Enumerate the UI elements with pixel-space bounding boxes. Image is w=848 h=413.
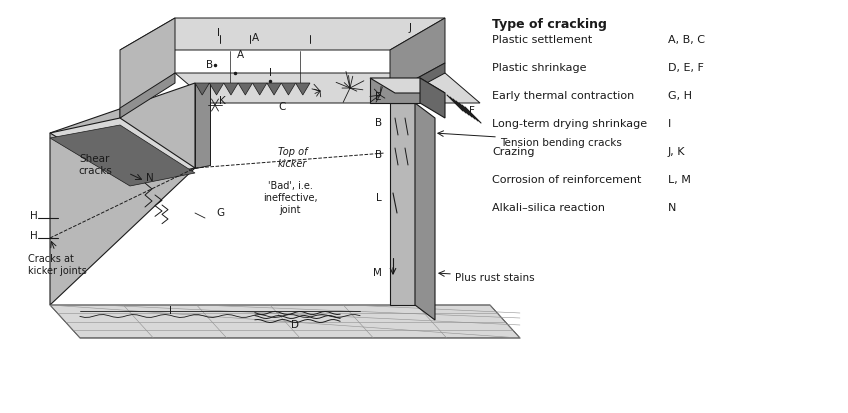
Polygon shape (390, 18, 445, 93)
Polygon shape (175, 73, 480, 103)
Text: G, H: G, H (668, 91, 692, 101)
Text: B: B (375, 118, 382, 128)
Text: D, E, F: D, E, F (668, 63, 704, 73)
Text: Plastic settlement: Plastic settlement (492, 35, 592, 45)
Polygon shape (415, 103, 435, 320)
Text: Shear
cracks: Shear cracks (78, 154, 112, 176)
Text: J, K: J, K (668, 147, 685, 157)
Text: B: B (206, 60, 214, 70)
Polygon shape (120, 73, 175, 118)
Polygon shape (50, 83, 195, 305)
Polygon shape (195, 83, 209, 95)
Polygon shape (282, 83, 296, 95)
Polygon shape (209, 83, 224, 95)
Text: N: N (146, 173, 153, 183)
Text: K: K (219, 96, 226, 106)
Text: A, B, C: A, B, C (668, 35, 705, 45)
Polygon shape (120, 18, 445, 50)
Polygon shape (296, 83, 310, 95)
Text: Tension bending cracks: Tension bending cracks (500, 138, 622, 148)
Text: A: A (237, 50, 243, 60)
Text: B: B (375, 150, 382, 160)
Text: Crazing: Crazing (492, 147, 534, 157)
Text: I: I (216, 28, 220, 38)
Polygon shape (50, 125, 195, 186)
Polygon shape (224, 83, 238, 95)
Polygon shape (120, 18, 175, 118)
Text: Plus rust stains: Plus rust stains (455, 273, 534, 283)
Text: C: C (278, 102, 286, 112)
Polygon shape (370, 78, 420, 103)
Text: Long-term drying shrinkage: Long-term drying shrinkage (492, 119, 647, 129)
Text: Alkali–silica reaction: Alkali–silica reaction (492, 203, 605, 213)
Text: Top of
kicker: Top of kicker (278, 147, 308, 169)
Polygon shape (195, 83, 210, 168)
Text: L, M: L, M (668, 175, 691, 185)
Polygon shape (50, 305, 520, 338)
Text: I: I (169, 306, 171, 316)
Text: Early thermal contraction: Early thermal contraction (492, 91, 634, 101)
Text: I: I (668, 119, 672, 129)
Text: D: D (291, 320, 299, 330)
Text: I: I (269, 68, 271, 78)
Text: G: G (216, 208, 224, 218)
Text: L: L (377, 193, 382, 203)
Polygon shape (420, 78, 445, 118)
Polygon shape (267, 83, 282, 95)
Polygon shape (370, 78, 445, 93)
Text: Plastic shrinkage: Plastic shrinkage (492, 63, 587, 73)
Text: 'Bad', i.e.
ineffective,
joint: 'Bad', i.e. ineffective, joint (263, 181, 317, 215)
Polygon shape (50, 118, 195, 181)
Text: M: M (373, 268, 382, 278)
Polygon shape (390, 63, 445, 103)
Text: J: J (409, 23, 411, 33)
Text: Type of cracking: Type of cracking (492, 18, 607, 31)
Text: H: H (31, 211, 38, 221)
Text: A: A (252, 33, 259, 43)
Text: F: F (469, 106, 475, 116)
Polygon shape (238, 83, 253, 95)
Text: E: E (375, 92, 382, 102)
Text: N: N (668, 203, 677, 213)
Text: Corrosion of reinforcement: Corrosion of reinforcement (492, 175, 641, 185)
Text: H: H (31, 231, 38, 241)
Polygon shape (253, 83, 267, 95)
Polygon shape (390, 103, 415, 305)
Text: Cracks at
kicker joints: Cracks at kicker joints (28, 254, 86, 276)
